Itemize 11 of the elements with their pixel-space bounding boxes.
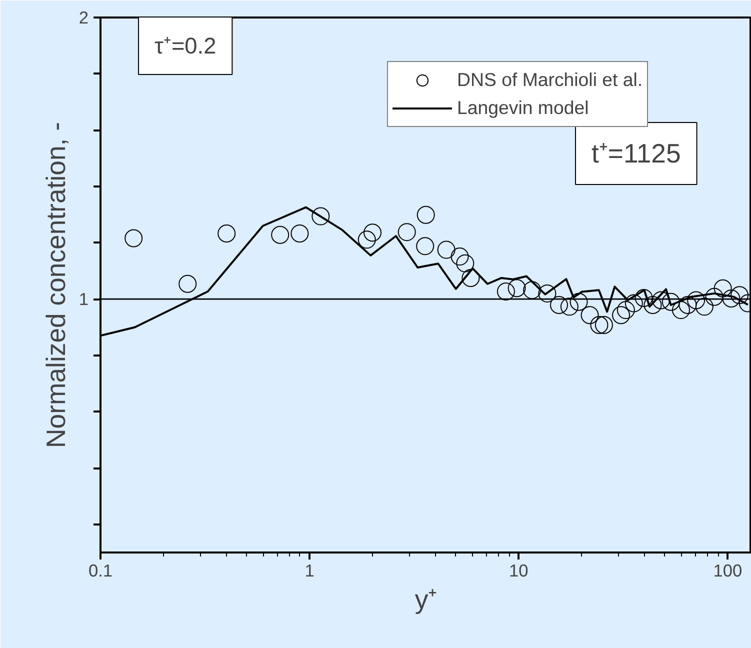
x-tick-label: 10 — [508, 560, 528, 580]
x-tick-label: 100 — [713, 560, 742, 580]
annotation: t⁺=1125 — [592, 138, 681, 168]
x-axis-title: y⁺ — [414, 584, 438, 614]
legend-label: Langevin model — [457, 96, 589, 120]
legend-label: DNS of Marchioli et al. — [457, 68, 643, 92]
x-tick-label: 1 — [304, 560, 314, 580]
y-axis-title: Normalized concentration, - — [40, 122, 71, 448]
annotation: τ⁺=0.2 — [154, 32, 216, 58]
x-tick-label: 0.1 — [88, 560, 113, 580]
y-tick-label: 2 — [78, 8, 89, 28]
